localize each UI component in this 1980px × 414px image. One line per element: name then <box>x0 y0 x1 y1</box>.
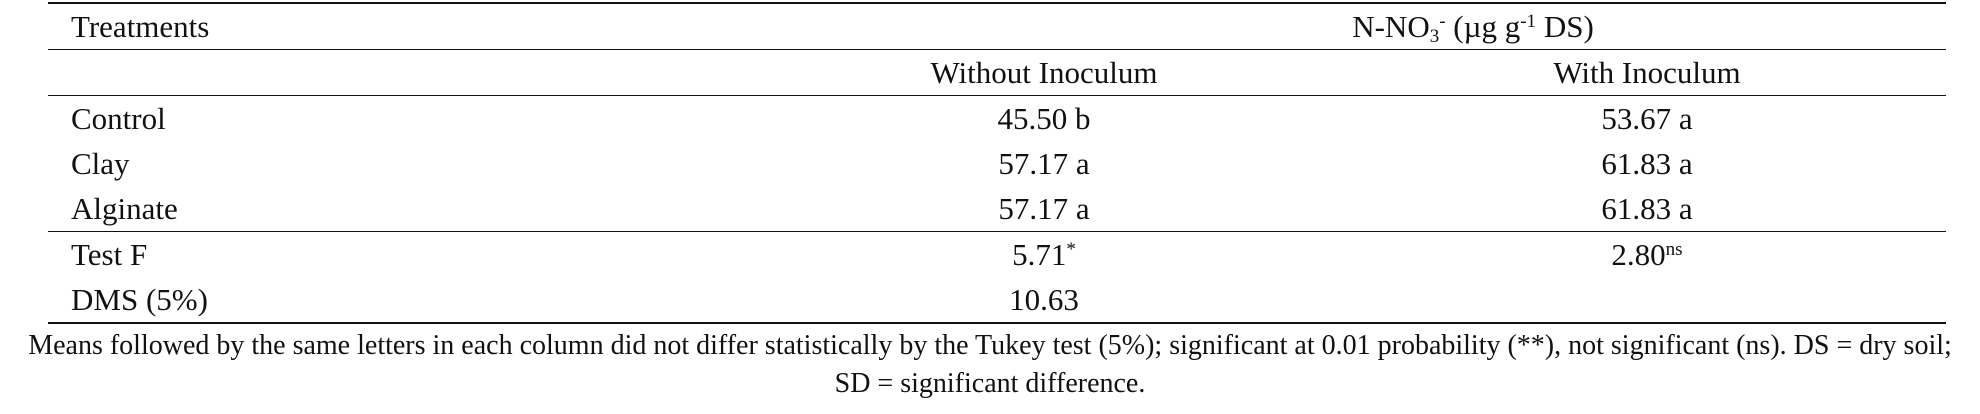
subheader-row: Without Inoculum With Inoculum <box>48 49 1946 96</box>
empty-cell <box>48 49 740 96</box>
header-row: Treatments N-NO3- (µg g-1 DS) <box>48 2 1946 50</box>
row-label: Control <box>48 96 740 142</box>
group-header-part: 3 <box>1429 26 1440 47</box>
value-cell <box>1348 277 1946 324</box>
value-cell: 57.17 a <box>740 141 1348 186</box>
value-text: 57.17 a <box>998 146 1090 181</box>
significance: ns <box>1665 239 1683 260</box>
value-cell: 10.63 <box>740 277 1348 324</box>
table-row: Test F 5.71* 2.80ns <box>48 232 1946 278</box>
group-header-part: DS) <box>1536 9 1594 44</box>
value-text: 53.67 a <box>1601 101 1693 136</box>
value-cell: 57.17 a <box>740 186 1348 232</box>
column-header: With Inoculum <box>1348 49 1946 96</box>
column-header: Without Inoculum <box>740 49 1348 96</box>
value-cell: 5.71* <box>740 232 1348 278</box>
value-text: 61.83 a <box>1601 191 1693 226</box>
label-text: Alginate <box>71 191 178 226</box>
value-text: 57.17 a <box>998 191 1090 226</box>
column-header-text: With Inoculum <box>1553 55 1741 90</box>
column-header-text: Without Inoculum <box>930 55 1158 90</box>
value-cell: 61.83 a <box>1348 186 1946 232</box>
row-label: Test F <box>48 232 740 278</box>
row-label: Clay <box>48 141 740 186</box>
label-text: Clay <box>71 146 130 181</box>
value-text: 45.50 b <box>997 101 1091 136</box>
table-row: Clay 57.17 a 61.83 a <box>48 141 1946 186</box>
footnote: Means followed by the same letters in ea… <box>28 330 1952 399</box>
label-text: DMS (5%) <box>71 282 208 317</box>
value-cell: 53.67 a <box>1348 96 1946 142</box>
value-text: 10.63 <box>1009 282 1079 317</box>
value-cell: 2.80ns <box>1348 232 1946 278</box>
group-header-part: -1 <box>1520 11 1537 32</box>
group-header-part: N-NO <box>1352 9 1430 44</box>
table-row: Control 45.50 b 53.67 a <box>48 96 1946 142</box>
value-cell: 45.50 b <box>740 96 1348 142</box>
value-text: 61.83 a <box>1601 146 1693 181</box>
header-cell: Treatments <box>48 2 740 50</box>
group-header-part: (µg g <box>1445 9 1521 44</box>
header-title: Treatments <box>71 9 210 44</box>
value-cell: 61.83 a <box>1348 141 1946 186</box>
data-table: Treatments N-NO3- (µg g-1 DS) Without Inoc… <box>48 2 1946 324</box>
group-header-part: - <box>1439 11 1446 32</box>
significance: * <box>1066 239 1076 260</box>
value-text: 2.80 <box>1611 237 1666 272</box>
row-label: Alginate <box>48 186 740 232</box>
label-text: Test F <box>71 237 148 272</box>
label-text: Control <box>71 101 166 136</box>
table-row: DMS (5%) 10.63 <box>48 277 1946 324</box>
group-header: N-NO3- (µg g-1 DS) <box>740 2 1946 50</box>
table-row: Alginate 57.17 a 61.83 a <box>48 186 1946 232</box>
value-text: 5.71 <box>1012 237 1067 272</box>
row-label: DMS (5%) <box>48 277 740 324</box>
